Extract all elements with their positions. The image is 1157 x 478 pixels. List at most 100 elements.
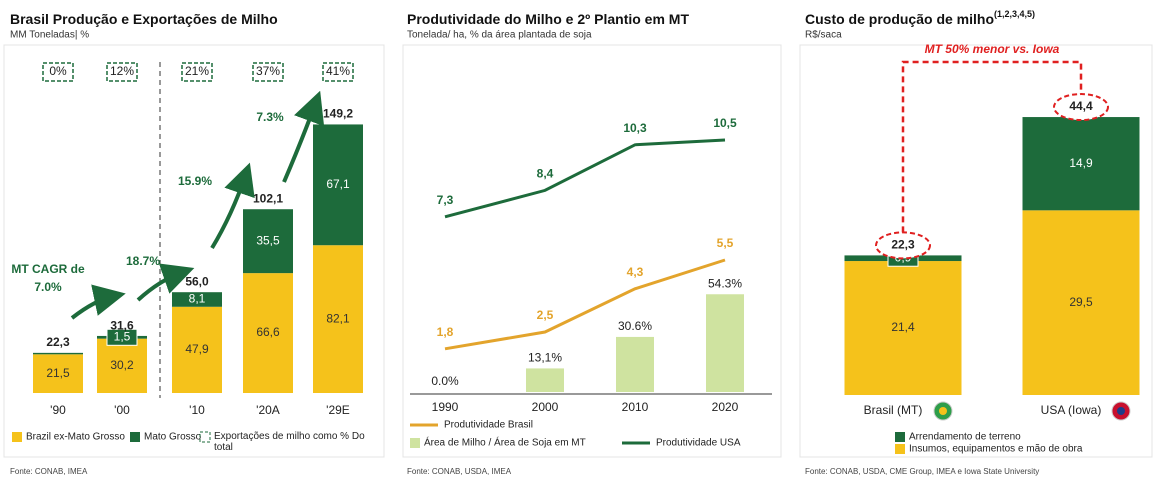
x-tick-label: USA (Iowa) (1041, 403, 1102, 417)
x-tick-label: Brasil (MT) (864, 403, 923, 417)
legend-swatch (410, 438, 420, 448)
label-badge (106, 328, 138, 346)
value-label: 30,2 (110, 358, 134, 372)
total-label: 56,0 (185, 274, 209, 288)
cagr-label: 15.9% (178, 174, 212, 188)
legend-swatch (130, 432, 140, 442)
chart-subtitle: Tonelada/ ha, % da área plantada de soja (407, 30, 592, 41)
export-box (106, 62, 138, 82)
export-label: 37% (256, 64, 280, 78)
chart-subtitle: MM Toneladas| % (10, 30, 89, 41)
bar-segment (172, 292, 222, 307)
title-text: Brasil Produção e Exportações de Milho (10, 11, 278, 27)
legend-label: Arrendamento de terreno (909, 432, 1021, 443)
cagr-label: 18.7% (126, 254, 160, 268)
value-label: 7,3 (437, 193, 454, 207)
bar-segment (33, 352, 83, 355)
legend-label: Insumos, equipamentos e mão de obra (909, 444, 1083, 455)
value-label: 67,1 (326, 177, 350, 191)
panel-frame (799, 44, 1153, 458)
export-label: 12% (110, 64, 134, 78)
value-label: 82,1 (326, 311, 350, 325)
total-label: 44,4 (1069, 99, 1093, 113)
value-label: 29,5 (1069, 295, 1093, 309)
legend-label: Mato Grosso (144, 432, 202, 443)
value-label: 10,5 (713, 116, 737, 130)
x-tick-label: 2010 (622, 400, 649, 414)
bar-segment (243, 273, 293, 393)
chart-subtitle: R$/saca (805, 30, 842, 41)
source-note: Fonte: CONAB, USDA, CME Group, IMEA e Io… (805, 467, 1039, 476)
flag-icon (1117, 407, 1125, 415)
annotation: MT 50% menor vs. Iowa (925, 42, 1060, 56)
comparison-bracket (901, 60, 1083, 233)
value-label: 0.0% (431, 374, 459, 388)
growth-arrow (282, 90, 325, 183)
legend-swatch (199, 431, 211, 443)
x-tick-label: 1990 (432, 400, 459, 414)
x-tick-label: '90 (50, 403, 66, 417)
bar (616, 336, 654, 392)
value-label: 35,5 (256, 233, 280, 247)
x-tick-label: '29E (326, 403, 350, 417)
cagr-label: 7.0% (34, 280, 62, 294)
export-label: 0% (49, 64, 67, 78)
bar-segment (844, 261, 962, 395)
total-label: 31,6 (110, 318, 134, 332)
total-label: 149,2 (323, 107, 353, 121)
line (444, 138, 726, 219)
total-label: 22,3 (891, 238, 915, 252)
cagr-label: 7.3% (256, 110, 284, 124)
legend-label: Produtividade Brasil (444, 420, 533, 431)
value-label: 14,9 (1069, 156, 1093, 170)
legend-swatch (895, 432, 905, 442)
export-box (252, 62, 284, 82)
x-tick-label: 2000 (532, 400, 559, 414)
export-label: 41% (326, 64, 350, 78)
value-label: 1,5 (114, 329, 131, 343)
legend-text: Exportações de milho como % Do total (214, 431, 365, 453)
panel-frame (402, 44, 782, 458)
legend-swatch (12, 432, 22, 442)
source-note: Fonte: CONAB, USDA, IMEA (407, 467, 512, 476)
value-label: 2,5 (537, 308, 554, 322)
cagr-caption: MT CAGR de (11, 262, 85, 276)
bar-segment (1022, 117, 1140, 211)
export-box (322, 62, 354, 82)
panel-frame (3, 44, 385, 458)
bar-segment (97, 338, 147, 393)
growth-arrow (210, 162, 255, 250)
export-box (42, 62, 74, 82)
legend-label: Produtividade USA (656, 438, 741, 449)
title-text: Custo de produção de milho (805, 11, 994, 27)
legend-label: Brazil ex-Mato Grosso (26, 432, 125, 443)
value-label: 47,9 (185, 342, 209, 356)
value-label: 5,5 (717, 236, 734, 250)
growth-arrow (136, 263, 195, 302)
export-box (181, 62, 213, 82)
value-label: 10,3 (623, 121, 647, 135)
legend-swatch (895, 444, 905, 454)
value-label: 54.3% (708, 276, 742, 290)
legend-label: Exportações de milho como % Do total (214, 431, 365, 453)
bar-segment (1022, 210, 1140, 395)
chart-title: Brasil Produção e Exportações de Milho (10, 11, 278, 27)
total-label: 22,3 (46, 335, 70, 349)
growth-arrow (70, 284, 126, 320)
chart-title: Produtividade do Milho e 2º Plantio em M… (407, 11, 689, 27)
value-label: 4,3 (627, 265, 644, 279)
bar-segment (33, 354, 83, 393)
bar (706, 294, 744, 392)
bar-segment (243, 209, 293, 274)
x-tick-label: '00 (114, 403, 130, 417)
value-label: 30.6% (618, 319, 652, 333)
flag-icon (939, 407, 947, 415)
value-label: 8,4 (537, 167, 554, 181)
source-note: Fonte: CONAB, IMEA (10, 467, 88, 476)
value-label: 21,5 (46, 366, 70, 380)
bar-segment (313, 124, 363, 246)
legend-label: Área de Milho / Área de Soja em MT (424, 436, 586, 449)
chart-title: Custo de produção de milho(1,2,3,4,5) (805, 9, 1035, 26)
bar (526, 368, 564, 392)
